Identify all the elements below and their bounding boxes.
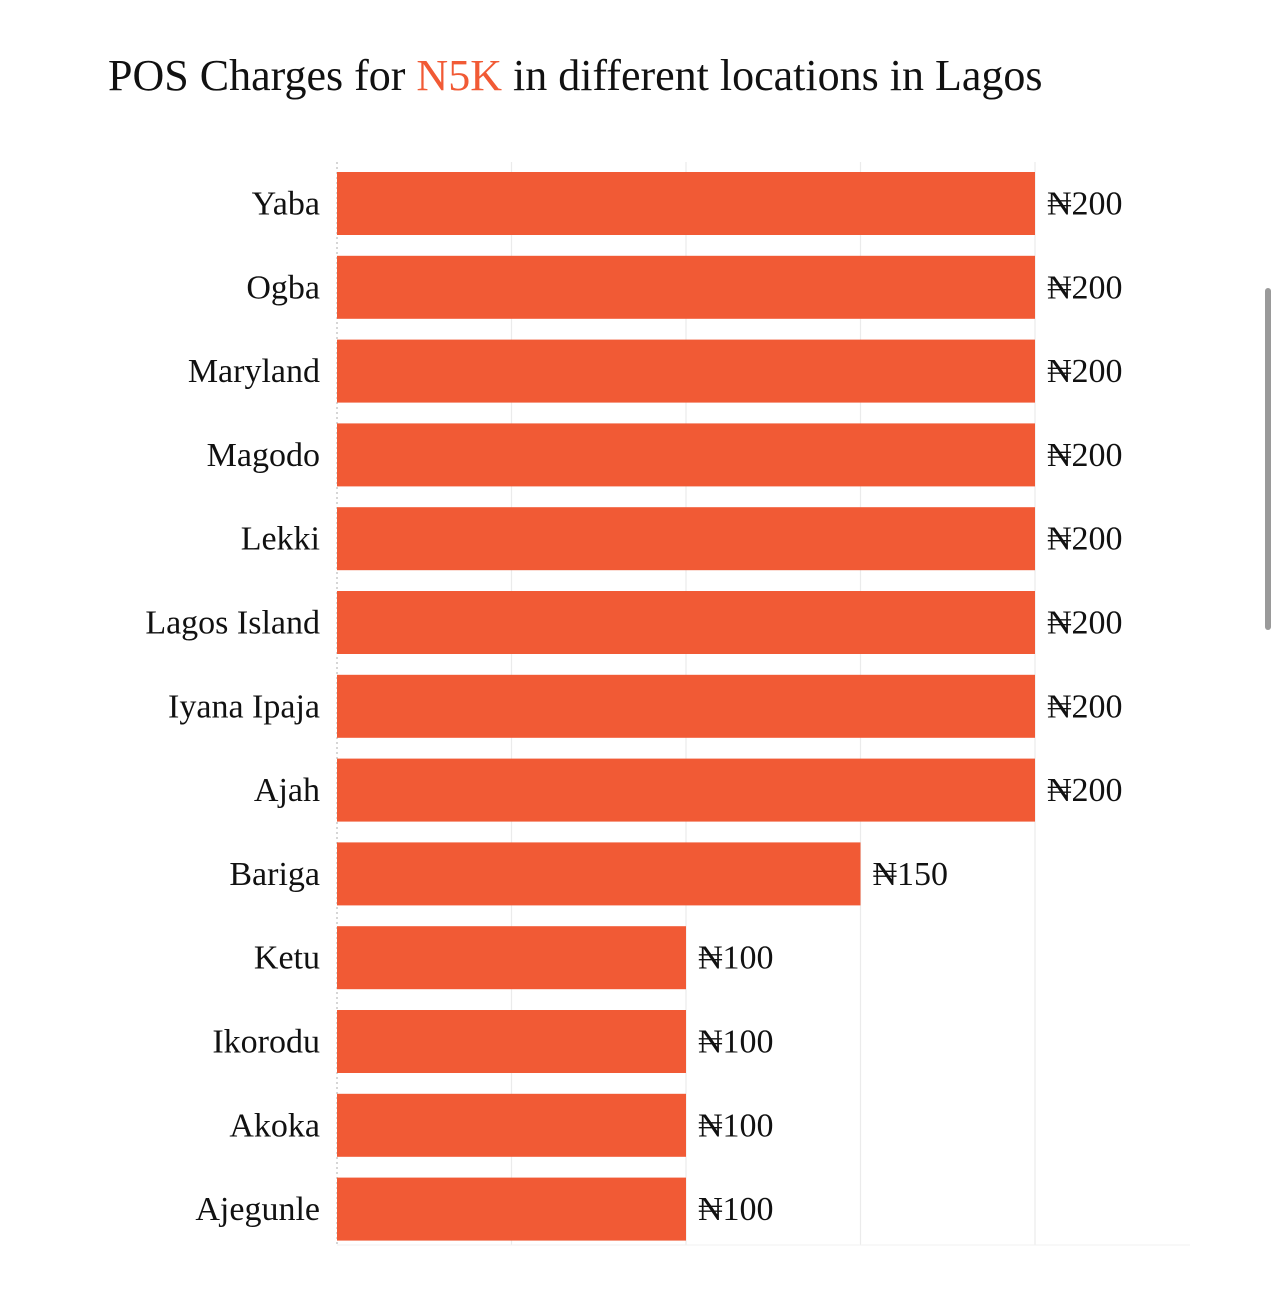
category-label: Magodo [207, 437, 320, 474]
category-label: Ogba [246, 269, 320, 306]
bar [337, 926, 686, 990]
bar [337, 255, 1035, 319]
value-label: ₦100 [698, 1107, 774, 1144]
bar [337, 1177, 686, 1241]
category-label: Lagos Island [145, 605, 320, 642]
bar [337, 1093, 686, 1157]
value-label: ₦200 [1047, 269, 1123, 306]
category-label: Ketu [254, 940, 320, 977]
bar [337, 758, 1035, 822]
bar [337, 423, 1035, 487]
value-label: ₦100 [698, 940, 774, 977]
chart-title-before: POS Charges for [108, 51, 417, 100]
chart-title: POS Charges for N5K in different locatio… [108, 50, 1043, 102]
bar [337, 339, 1035, 403]
category-label: Ajah [254, 772, 320, 809]
value-label: ₦150 [873, 856, 949, 893]
bar [337, 842, 861, 906]
category-label: Akoka [229, 1107, 320, 1144]
value-label: ₦200 [1047, 772, 1123, 809]
category-label: Bariga [229, 856, 320, 893]
value-label: ₦200 [1047, 521, 1123, 558]
chart-title-highlight: N5K [416, 51, 502, 100]
category-label: Yaba [252, 186, 320, 223]
category-label: Iyana Ipaja [168, 688, 320, 725]
scrollbar[interactable] [1265, 288, 1271, 630]
bar [337, 591, 1035, 654]
value-label: ₦200 [1047, 605, 1123, 642]
category-label: Ajegunle [195, 1191, 320, 1228]
bar [337, 1010, 686, 1073]
category-label: Maryland [188, 353, 320, 390]
value-label: ₦200 [1047, 353, 1123, 390]
value-label: ₦200 [1047, 688, 1123, 725]
value-label: ₦100 [698, 1191, 774, 1228]
chart-title-after: in different locations in Lagos [501, 51, 1043, 100]
bar [337, 172, 1035, 235]
bar [337, 674, 1035, 738]
value-label: ₦200 [1047, 186, 1123, 223]
category-label: Ikorodu [212, 1024, 320, 1061]
value-label: ₦100 [698, 1024, 774, 1061]
bar [337, 507, 1035, 571]
value-label: ₦200 [1047, 437, 1123, 474]
category-label: Lekki [241, 521, 320, 558]
